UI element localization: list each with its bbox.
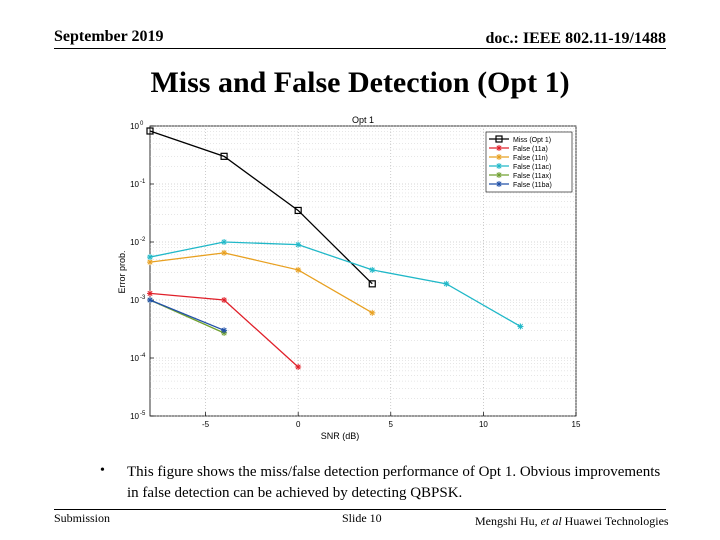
legend-swatch-marker	[496, 154, 502, 160]
legend-swatch-marker	[496, 181, 502, 187]
legend-label: False (11n)	[513, 155, 548, 162]
legend-swatch-marker	[496, 163, 502, 169]
series-line-5	[149, 299, 225, 331]
y-axis-label: Error prob.	[117, 250, 127, 293]
marker-stroke	[369, 310, 375, 316]
footer-divider	[54, 509, 666, 510]
marker-stroke	[496, 163, 502, 169]
legend-swatch-marker	[496, 172, 502, 178]
legend-label: False (11a)	[513, 146, 548, 153]
legend-label: False (11ax)	[513, 173, 551, 180]
data-point	[220, 152, 228, 160]
marker-stroke	[147, 259, 153, 265]
series-layer	[146, 127, 524, 370]
legend-swatch-marker	[495, 135, 503, 143]
data-point	[147, 254, 153, 261]
data-point	[221, 327, 228, 334]
footer-author: Mengshi Hu, et al Huawei Technologies	[475, 514, 669, 529]
series-line-0	[149, 130, 373, 285]
series-line-3	[149, 241, 521, 328]
y-tick-label: 10	[130, 238, 139, 247]
legend-label: False (11ac)	[513, 164, 551, 171]
x-tick-label: 5	[389, 420, 394, 429]
data-point	[369, 309, 376, 316]
header-doc-number: doc.: IEEE 802.11-19/1488	[485, 30, 666, 47]
y-tick-exponent: -5	[140, 411, 146, 417]
footer-author-org: Huawei Technologies	[561, 514, 669, 528]
y-tick-label: 10	[130, 180, 139, 189]
series-line-2	[149, 252, 373, 314]
chart-title: Opt 1	[352, 115, 374, 125]
data-point	[368, 280, 376, 288]
marker-stroke	[147, 290, 153, 296]
data-point	[221, 249, 228, 256]
marker-stroke	[369, 267, 375, 273]
marker-stroke	[295, 364, 301, 370]
x-tick-label: 0	[296, 420, 301, 429]
marker-stroke	[295, 267, 301, 273]
slide-body-text: This figure shows the miss/false detecti…	[127, 464, 661, 501]
header-date: September 2019	[54, 28, 164, 45]
data-point	[221, 297, 228, 303]
legend-swatch-marker	[496, 145, 502, 151]
marker-stroke	[295, 242, 301, 248]
y-tick-exponent: -3	[140, 295, 146, 301]
x-axis-label: SNR (dB)	[321, 431, 360, 441]
marker-stroke	[221, 250, 227, 256]
y-tick-label: 10	[130, 412, 139, 421]
y-tick-label: 10	[130, 354, 139, 363]
y-tick-exponent: -2	[140, 237, 146, 243]
footer-author-name: Mengshi Hu,	[475, 514, 541, 528]
data-point	[147, 259, 153, 266]
y-tick-exponent: -4	[140, 353, 146, 359]
x-tick-label: 15	[572, 420, 581, 429]
x-tick-label: 10	[479, 420, 488, 429]
data-point	[295, 241, 302, 248]
data-point	[147, 297, 153, 303]
slide-title: Miss and False Detection (Opt 1)	[150, 66, 570, 99]
data-point	[443, 280, 450, 287]
marker-stroke	[496, 172, 502, 178]
footer-author-etal: et al	[540, 514, 562, 528]
data-point	[146, 127, 154, 135]
legend-label: Miss (Opt 1)	[513, 137, 551, 144]
legend-label: False (11ba)	[513, 182, 552, 189]
footer-submission: Submission	[54, 511, 111, 525]
marker-stroke	[147, 254, 153, 260]
marker-stroke	[443, 281, 449, 287]
marker-stroke	[496, 181, 502, 187]
marker-stroke	[496, 145, 502, 151]
footer-slide-number: Slide 10	[342, 511, 382, 525]
x-tick-label: -5	[202, 420, 210, 429]
header-divider	[54, 48, 666, 49]
marker-stroke	[147, 297, 153, 303]
marker-stroke	[496, 154, 502, 160]
data-point	[369, 266, 376, 273]
y-tick-exponent: 0	[140, 121, 144, 127]
data-point	[221, 239, 228, 245]
marker-stroke	[221, 327, 227, 333]
data-point	[295, 363, 302, 370]
bullet-marker: •	[100, 463, 105, 478]
data-point	[517, 323, 524, 330]
y-tick-label: 10	[130, 122, 139, 131]
legend: Miss (Opt 1) False (11a) False (11n) False …	[485, 131, 573, 193]
data-point	[147, 290, 153, 297]
y-tick-label: 10	[130, 296, 139, 305]
y-tick-exponent: -1	[140, 179, 146, 185]
marker-stroke	[221, 297, 227, 303]
grid	[150, 125, 577, 417]
data-point	[294, 206, 302, 215]
data-point	[295, 266, 302, 273]
marker-stroke	[221, 239, 227, 245]
marker-stroke	[517, 323, 523, 329]
